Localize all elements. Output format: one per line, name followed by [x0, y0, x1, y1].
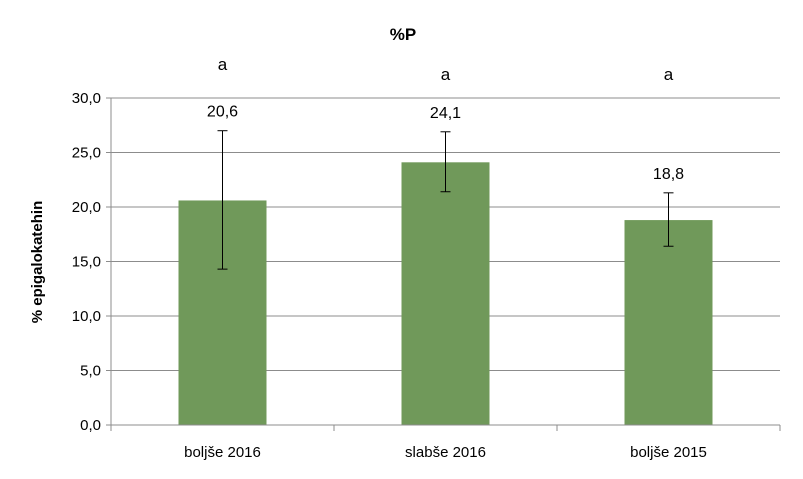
data-label: 18,8	[653, 166, 684, 183]
y-tick-label: 10,0	[72, 308, 101, 325]
significance-letter: a	[441, 65, 451, 84]
y-axis-title: % epigalokatehin	[29, 201, 46, 324]
error-bars	[217, 130, 674, 270]
y-tick-label: 0,0	[80, 417, 101, 434]
significance-letter: a	[218, 55, 228, 74]
x-tick-label: boljše 2015	[630, 444, 707, 461]
y-tick-label: 30,0	[72, 90, 101, 107]
axes	[106, 97, 781, 431]
labels: 0,0 5,0 10,0 15,0 20,0 25,0 30,0 20,6 a boljše 20…	[72, 55, 707, 461]
chart-title: %P	[390, 25, 416, 44]
y-tick-label: 5,0	[80, 363, 101, 380]
y-tick-label: 25,0	[72, 145, 101, 162]
significance-letter: a	[664, 65, 674, 84]
x-tick-label: slabše 2016	[405, 444, 486, 461]
x-tick-label: boljše 2016	[184, 444, 261, 461]
data-label: 24,1	[430, 105, 461, 122]
bar	[401, 162, 490, 425]
data-label: 20,6	[207, 104, 238, 121]
bars	[178, 162, 713, 425]
y-tick-label: 20,0	[72, 199, 101, 216]
bar	[624, 220, 713, 425]
y-tick-label: 15,0	[72, 254, 101, 271]
